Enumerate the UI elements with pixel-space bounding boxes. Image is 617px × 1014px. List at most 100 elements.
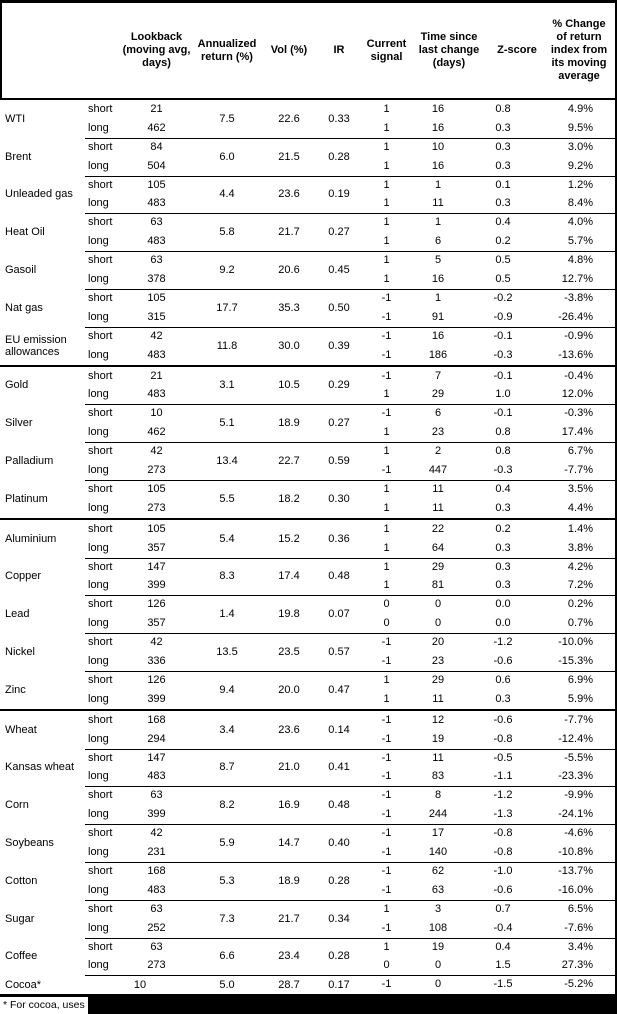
current-signal-value: 0 xyxy=(383,959,390,972)
pct-change-value: 1.2% xyxy=(567,178,593,191)
position-label: long xyxy=(88,159,109,172)
zscore-value: -1.3 xyxy=(493,808,513,821)
time-since-value-stack: 2 447 xyxy=(411,442,487,480)
commodity-group: Heat Oil short long 63 483 5.8 21.7 0.27 1 1 1 6 0.4… xyxy=(0,213,615,251)
zscore-value: 0.5 xyxy=(495,254,511,267)
position-label: long xyxy=(88,692,109,705)
time-since-value: 1 xyxy=(434,178,442,191)
pct-change-value: -0.9% xyxy=(564,329,593,342)
lookback-value-stack: 105 315 xyxy=(121,289,192,327)
current-signal-value: 1 xyxy=(383,522,390,535)
pct-change-value-stack: 3.0% 9.2% xyxy=(547,138,613,176)
current-signal-value: 1 xyxy=(383,560,390,573)
ir-value: 0.17 xyxy=(328,978,350,991)
vol-value: 20.0 xyxy=(278,683,300,696)
pct-change-value: 12.0% xyxy=(561,388,593,401)
lookback-value: 357 xyxy=(147,617,166,630)
commodity-name: Soybeans xyxy=(5,837,54,850)
commodity-name: EU emission allowances xyxy=(5,333,67,358)
position-label: short xyxy=(88,369,113,382)
lookback-value: 483 xyxy=(147,883,166,896)
position-label-stack: short long xyxy=(88,671,121,709)
time-since-value: 17 xyxy=(431,827,445,840)
vol-value: 23.6 xyxy=(278,188,300,201)
table-body: WTI short long 21 462 7.5 22.6 0.33 1 1 16 16 0.8 0.3… xyxy=(0,100,615,998)
position-label: short xyxy=(88,445,113,458)
ir-value: 0.47 xyxy=(328,683,350,696)
ir-value: 0.36 xyxy=(328,532,350,545)
time-since-value: 108 xyxy=(428,921,448,934)
current-signal-value: 1 xyxy=(383,501,390,514)
lookback-value: 10 xyxy=(133,978,147,991)
zscore-value: -1.1 xyxy=(493,770,513,783)
zscore-value-stack: 0.8 0.3 xyxy=(487,100,547,138)
annualized-return-value: 5.3 xyxy=(219,874,235,887)
position-label-stack: short long xyxy=(88,633,121,671)
lookback-value: 105 xyxy=(147,291,166,304)
pct-change-value: -23.3% xyxy=(558,770,593,783)
position-label-stack: short long xyxy=(88,327,121,365)
zscore-value: -1.5 xyxy=(493,978,513,991)
position-label: long xyxy=(88,388,109,401)
time-since-value-stack: 6 23 xyxy=(411,404,487,442)
redaction-bar xyxy=(88,997,617,1014)
zscore-value-stack: -0.1 1.0 xyxy=(487,367,547,405)
ir-value: 0.14 xyxy=(328,723,350,736)
annualized-return-value: 7.5 xyxy=(219,112,235,125)
current-signal-value-stack: -1 -1 xyxy=(362,824,411,862)
pct-change-value: 0.2% xyxy=(567,598,593,611)
position-label: long xyxy=(88,273,109,286)
zscore-value-stack: 0.6 0.3 xyxy=(487,671,547,709)
header-spacer xyxy=(2,3,121,98)
current-signal-value-stack: 1 -1 xyxy=(362,900,411,938)
pct-change-value: -12.4% xyxy=(558,732,593,745)
vol-value: 23.6 xyxy=(278,723,300,736)
current-signal-value: 1 xyxy=(383,388,390,401)
header-lookback: Lookback (moving avg, days) xyxy=(122,31,191,69)
commodity-name: Kansas wheat xyxy=(5,761,75,774)
current-signal-value-stack: -1 -1 xyxy=(362,633,411,671)
time-since-value-stack: 7 29 xyxy=(411,367,487,405)
zscore-value: -0.8 xyxy=(493,827,513,840)
vol-value: 14.7 xyxy=(278,837,300,850)
position-label: short xyxy=(88,216,113,229)
current-signal-value: -1 xyxy=(381,636,392,649)
current-signal-value-stack: 1 -1 xyxy=(362,442,411,480)
pct-change-value-stack: -7.7% -12.4% xyxy=(547,711,613,749)
lookback-value: 252 xyxy=(147,921,166,934)
current-signal-value: -1 xyxy=(381,655,392,668)
current-signal-value: 1 xyxy=(383,940,390,953)
position-label: short xyxy=(88,140,113,153)
pct-change-value-stack: 0.2% 0.7% xyxy=(547,595,613,633)
commodity-name: Nat gas xyxy=(5,301,43,314)
ir-value: 0.30 xyxy=(328,492,350,505)
lookback-value: 63 xyxy=(150,254,163,267)
zscore-value-stack: -1.0 -0.6 xyxy=(487,862,547,900)
lookback-value: 105 xyxy=(147,482,166,495)
zscore-value-stack: -0.6 -0.8 xyxy=(487,711,547,749)
ir-value: 0.39 xyxy=(328,339,350,352)
pct-change-value-stack: -5.5% -23.3% xyxy=(547,749,613,787)
position-label-stack: short long xyxy=(88,404,121,442)
lookback-value: 399 xyxy=(147,808,166,821)
zscore-value-stack: -0.8 -0.8 xyxy=(487,824,547,862)
zscore-value: 0.3 xyxy=(495,197,511,210)
zscore-value-stack: 0.3 0.3 xyxy=(487,138,547,176)
time-since-value: 244 xyxy=(428,808,448,821)
vol-value: 30.0 xyxy=(278,339,300,352)
commodity-group: Nickel short long 42 336 13.5 23.5 0.57 -1 -1 20 23… xyxy=(0,633,615,671)
lookback-value-stack: 147 483 xyxy=(121,749,192,787)
pct-change-value: -5.5% xyxy=(564,751,593,764)
current-signal-value: 1 xyxy=(383,673,390,686)
position-label: short xyxy=(88,254,113,267)
vol-value: 19.8 xyxy=(278,608,300,621)
lookback-value-stack: 63 378 xyxy=(121,251,192,289)
pct-change-value: 5.9% xyxy=(567,692,593,705)
pct-change-value: 5.7% xyxy=(567,235,593,248)
vol-value: 22.6 xyxy=(278,112,300,125)
time-since-value: 12 xyxy=(431,713,445,726)
commodity-group: Soybeans short long 42 231 5.9 14.7 0.40 -1 -1 17 1… xyxy=(0,824,615,862)
time-since-value-stack: 1 91 xyxy=(411,289,487,327)
vol-value: 15.2 xyxy=(278,532,300,545)
pct-change-value: 1.4% xyxy=(567,522,593,535)
